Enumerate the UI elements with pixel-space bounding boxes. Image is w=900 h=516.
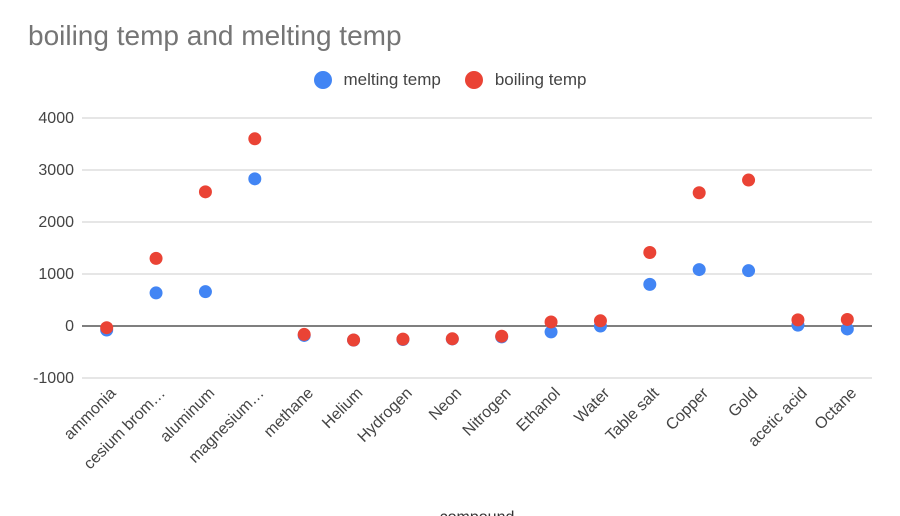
melting-point[interactable] <box>643 277 657 291</box>
boiling-point[interactable] <box>544 315 558 329</box>
boiling-point[interactable] <box>445 332 459 346</box>
x-category-label: Copper <box>663 384 713 434</box>
data-points <box>100 132 854 347</box>
boiling-point[interactable] <box>248 132 262 146</box>
x-category-label: Neon <box>426 385 465 424</box>
y-tick-label: 0 <box>65 318 74 335</box>
melting-point[interactable] <box>692 263 706 277</box>
melting-point[interactable] <box>840 322 854 336</box>
boiling-point[interactable] <box>100 321 114 335</box>
legend-marker-boiling <box>464 71 483 89</box>
legend-marker-melting <box>313 71 332 89</box>
melting-point[interactable] <box>248 172 262 186</box>
y-axis-ticks: 4000 3000 2000 1000 0 -1000 <box>33 110 74 387</box>
y-tick-label: 1000 <box>38 266 74 283</box>
melting-point[interactable] <box>742 264 756 278</box>
melting-point[interactable] <box>149 286 163 300</box>
x-category-label: methane <box>261 385 317 441</box>
boiling-point[interactable] <box>791 313 805 327</box>
boiling-point[interactable] <box>742 173 756 187</box>
boiling-point[interactable] <box>396 332 410 346</box>
melting-point[interactable] <box>198 285 212 299</box>
x-axis-label: compound <box>440 509 515 516</box>
melting-point[interactable] <box>544 325 558 339</box>
x-category-label: Table salt <box>603 384 663 444</box>
legend-item-melting[interactable]: melting temp <box>313 70 441 90</box>
boiling-point[interactable] <box>692 186 706 200</box>
x-category-label: Ethanol <box>513 385 563 435</box>
y-tick-label: 3000 <box>38 162 74 179</box>
legend-label-melting: melting temp <box>343 70 441 89</box>
boiling-point[interactable] <box>198 185 212 199</box>
gridlines <box>82 117 872 379</box>
boiling-point[interactable] <box>297 327 311 341</box>
legend-label-boiling: boiling temp <box>494 70 587 89</box>
x-category-label: Water <box>571 384 613 426</box>
x-category-label: Helium <box>319 385 366 432</box>
chart-title: boiling temp and melting temp <box>28 20 402 51</box>
x-category-label: Hydrogen <box>355 385 416 446</box>
boiling-point[interactable] <box>347 333 361 347</box>
x-category-label: Octane <box>812 385 861 434</box>
legend: melting temp boiling temp <box>0 70 900 90</box>
x-category-label: Nitrogen <box>460 385 515 440</box>
boiling-point[interactable] <box>840 312 854 326</box>
y-tick-label: 4000 <box>38 110 74 127</box>
boiling-point[interactable] <box>643 246 657 260</box>
legend-item-boiling[interactable]: boiling temp <box>464 70 587 90</box>
x-category-label: Gold <box>725 385 761 421</box>
y-tick-label: 2000 <box>38 214 74 231</box>
y-tick-label: -1000 <box>33 370 74 387</box>
boiling-point[interactable] <box>593 314 607 328</box>
boiling-point[interactable] <box>495 329 509 343</box>
boiling-point[interactable] <box>149 251 163 265</box>
